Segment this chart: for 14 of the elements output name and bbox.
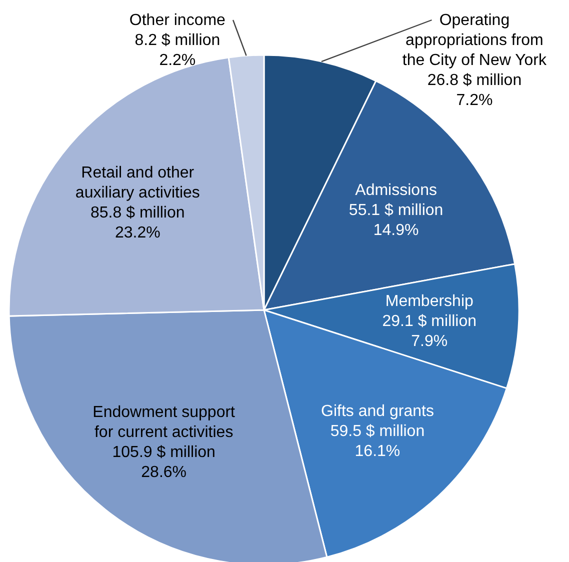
data-label: 105.9 $ million 28.6%	[112, 444, 216, 482]
slice-label: Retail and other auxiliary activities	[75, 164, 200, 202]
data-label: 55.1 $ million 14.9%	[348, 202, 444, 239]
slice-label: Gifts and grants	[320, 402, 434, 420]
data-label: 29.1 $ million 7.9%	[382, 312, 477, 350]
data-label: 8.2 $ million 2.2%	[134, 32, 220, 69]
slice-label: Operating appropriations from the City of New York	[402, 12, 548, 69]
slice-label: Endowment support for current activities	[92, 404, 236, 442]
slice-label: Membership	[385, 292, 474, 310]
data-label: 26.8 $ million 7.2%	[427, 72, 522, 109]
data-label: 85.8 $ million 23.2%	[90, 204, 185, 242]
data-label: 59.5 $ million 16.1%	[330, 422, 425, 460]
slice-label: Other income	[129, 12, 226, 29]
slice-label: Admissions	[355, 182, 437, 199]
